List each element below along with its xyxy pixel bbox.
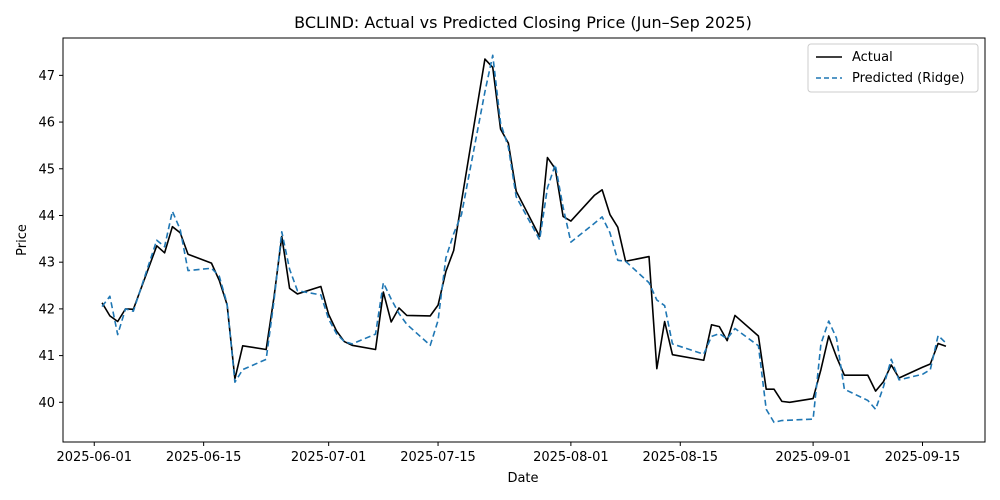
x-tick-label: 2025-09-01 [775, 450, 851, 465]
legend: Actual Predicted (Ridge) [807, 43, 979, 93]
y-tick-label: 45 [38, 162, 55, 177]
series-predicted-line [101, 54, 947, 424]
y-tick-label: 41 [38, 349, 55, 364]
y-axis: 40 41 42 43 44 45 46 47 [38, 69, 63, 411]
plot-area [63, 38, 985, 442]
y-tick-label: 42 [38, 302, 55, 317]
y-tick-label: 40 [38, 396, 55, 411]
chart-title: BCLIND: Actual vs Predicted Closing Pric… [294, 13, 752, 32]
y-tick-label: 47 [38, 69, 55, 84]
y-axis-label: Price [15, 224, 30, 256]
y-tick-label: 46 [38, 116, 55, 131]
x-axis-label: Date [507, 471, 538, 486]
legend-actual-label: Actual [852, 50, 893, 65]
legend-predicted-label: Predicted (Ridge) [852, 71, 964, 86]
x-tick-label: 2025-09-15 [885, 450, 961, 465]
x-axis: 2025-06-01 2025-06-15 2025-07-01 2025-07-15… [56, 442, 960, 465]
legend-box [807, 43, 979, 93]
plot-background [63, 38, 985, 442]
plot-frame [62, 37, 986, 443]
x-tick-label: 2025-08-01 [533, 450, 609, 465]
x-tick-label: 2025-06-15 [166, 450, 242, 465]
x-tick-label: 2025-07-01 [291, 450, 367, 465]
series-layer [101, 54, 947, 424]
x-tick-label: 2025-06-01 [56, 450, 132, 465]
x-tick-label: 2025-07-15 [400, 450, 476, 465]
y-tick-label: 43 [38, 256, 55, 271]
y-tick-label: 44 [38, 209, 55, 224]
x-tick-label: 2025-08-15 [642, 450, 718, 465]
